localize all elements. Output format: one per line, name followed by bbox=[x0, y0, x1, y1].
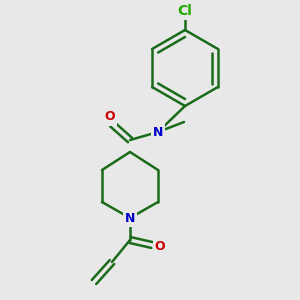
Text: O: O bbox=[105, 110, 115, 124]
Text: N: N bbox=[153, 125, 163, 139]
Text: Cl: Cl bbox=[178, 4, 192, 18]
Text: O: O bbox=[155, 241, 165, 254]
Text: N: N bbox=[125, 212, 135, 224]
